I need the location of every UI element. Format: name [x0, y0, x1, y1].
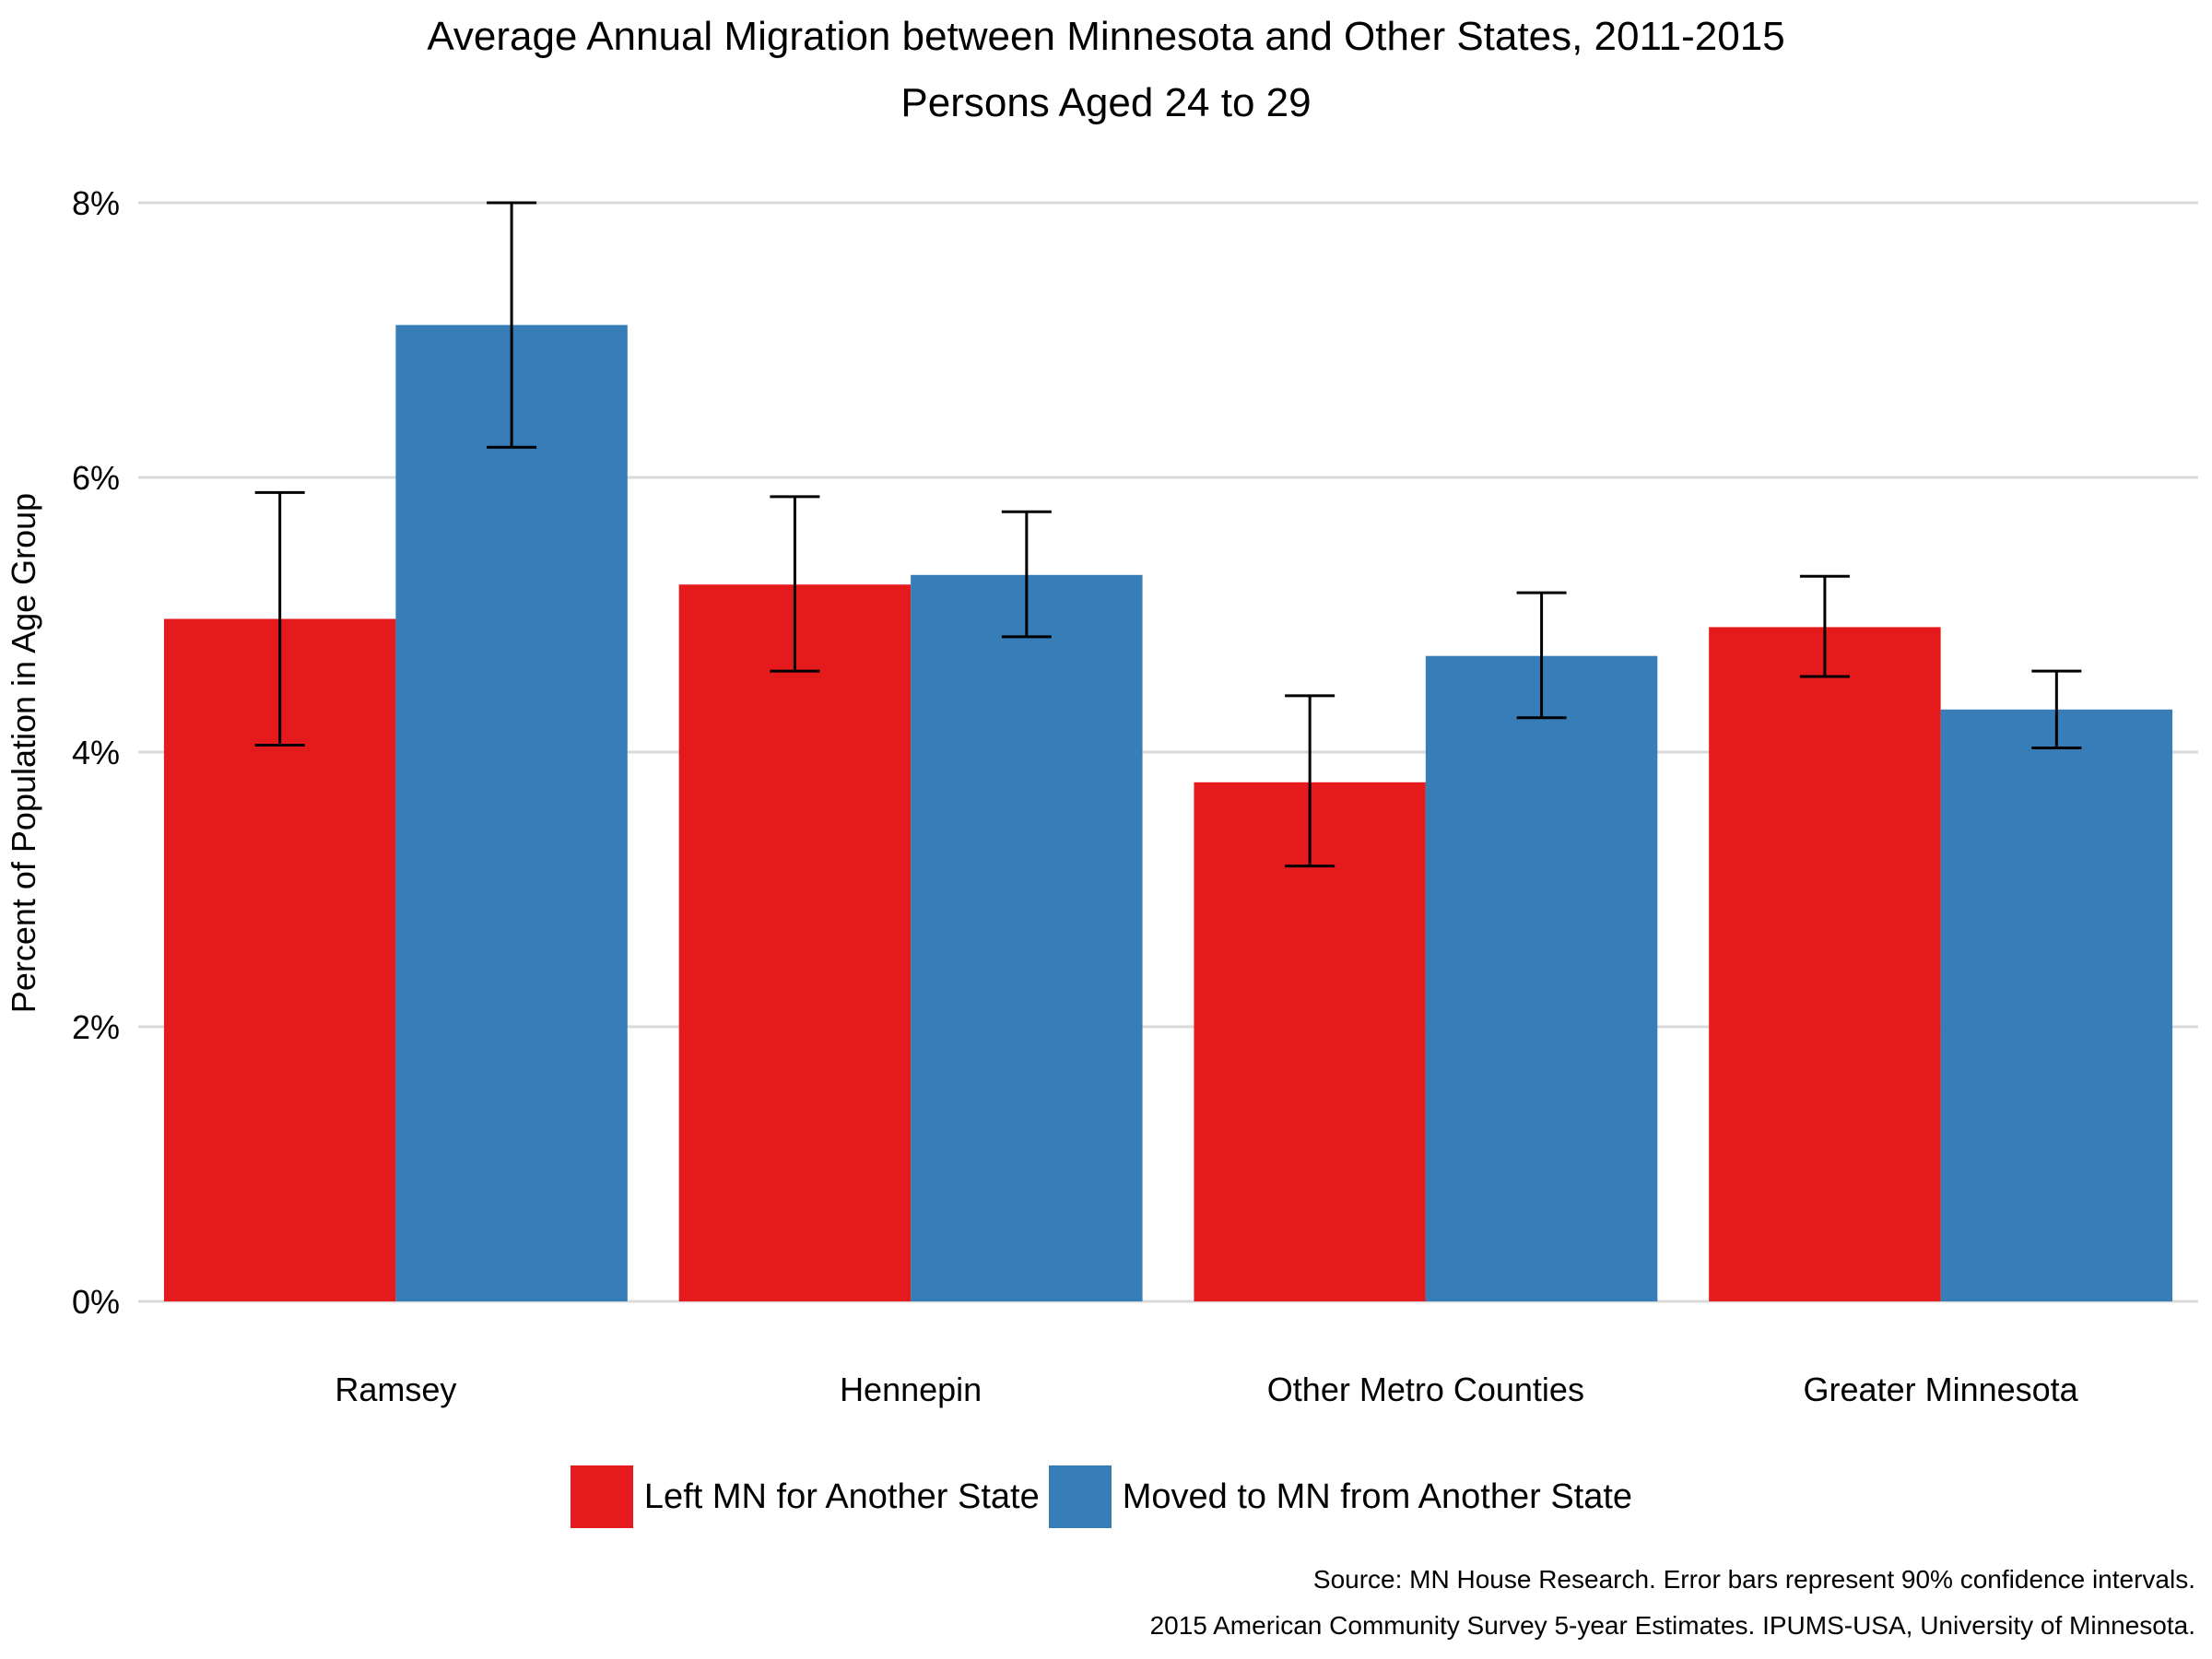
- x-tick-labels: Ramsey Hennepin Other Metro Counties Greate…: [335, 1371, 2078, 1408]
- bar: [395, 324, 628, 1301]
- error-bars: [254, 201, 2082, 868]
- error-bar: [1516, 591, 1567, 720]
- legend-item-moved: Moved to MN from Another State: [1048, 1465, 1641, 1528]
- legend-item-left: Left MN for Another State: [570, 1465, 1049, 1528]
- error-bar: [770, 495, 820, 673]
- y-tick-label: 0%: [72, 1283, 120, 1321]
- chart-title: Average Annual Migration between Minneso…: [427, 14, 1785, 59]
- error-bar: [254, 490, 305, 747]
- legend-swatch-left: [570, 1465, 633, 1528]
- bar: [1425, 655, 1658, 1301]
- bar: [911, 574, 1143, 1301]
- error-bar: [1285, 694, 1335, 868]
- bar: [1940, 709, 2173, 1301]
- x-tick-label: Greater Minnesota: [1804, 1371, 2079, 1408]
- source-line-2: 2015 American Community Survey 5-year Es…: [1149, 1611, 2195, 1640]
- x-tick-label: Ramsey: [335, 1371, 456, 1408]
- bar: [1194, 782, 1426, 1301]
- bar: [1709, 627, 1941, 1301]
- y-tick-labels: 0% 2% 4% 6% 8%: [72, 184, 120, 1321]
- legend-label-left: Left MN for Another State: [643, 1477, 1040, 1516]
- chart-subtitle: Persons Aged 24 to 29: [900, 80, 1312, 125]
- legend-swatch-moved: [1048, 1465, 1112, 1528]
- x-tick-label: Hennepin: [840, 1371, 982, 1408]
- y-tick-label: 2%: [72, 1008, 120, 1046]
- bar: [678, 584, 912, 1301]
- bars: [163, 324, 2173, 1301]
- error-bar: [1001, 510, 1052, 639]
- y-tick-label: 6%: [72, 459, 120, 497]
- error-bar: [1799, 574, 1850, 678]
- y-axis-label: Percent of Population in Age Group: [5, 493, 42, 1013]
- error-bar: [2031, 669, 2082, 750]
- y-tick-label: 4%: [72, 734, 120, 771]
- x-tick-label: Other Metro Counties: [1267, 1371, 1584, 1408]
- source-line-1: Source: MN House Research. Error bars re…: [1312, 1565, 2195, 1594]
- legend-label-moved: Moved to MN from Another State: [1122, 1477, 1633, 1516]
- y-tick-label: 8%: [72, 184, 120, 222]
- error-bar: [487, 201, 537, 449]
- legend: Left MN for Another State Moved to MN fr…: [0, 1465, 2212, 1528]
